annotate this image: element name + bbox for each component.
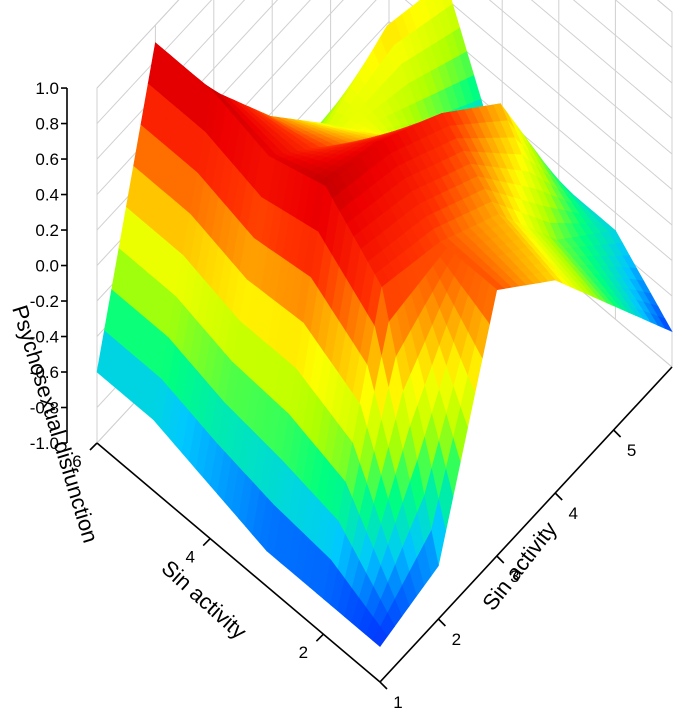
z-tick-label: -0.4 [30, 328, 59, 347]
z-axis-ticks: -1.0 -0.8 -0.6 -0.4 -0.2 0.0 0.2 0.4 0.6 0.8 1.0 [30, 79, 67, 453]
z-tick-label: 0.8 [35, 115, 59, 134]
z-tick-label: -0.6 [30, 363, 59, 382]
z-tick-label: -1.0 [30, 434, 59, 453]
z-tick-label: -0.8 [30, 399, 59, 418]
z-tick-label: 0.2 [35, 221, 59, 240]
y-tick-label: 2 [452, 630, 461, 649]
y-tick-label: 4 [568, 504, 577, 523]
x-axis-title: Sin activity [157, 555, 252, 644]
y-tick [379, 681, 388, 690]
z-tick-label: 0.6 [35, 150, 59, 169]
x-tick [202, 538, 211, 547]
z-tick-label: 0.0 [35, 257, 59, 276]
x-axis-ticks: 2 4 6 [72, 442, 324, 662]
x-tick-label: 6 [72, 452, 81, 471]
y-tick-label: 5 [627, 441, 636, 460]
z-tick-label: 0.4 [35, 186, 59, 205]
y-tick [613, 429, 622, 438]
y-axis-line [379, 366, 673, 683]
x-tick-label: 4 [185, 548, 194, 567]
y-tick [437, 618, 446, 627]
x-tick-label: 2 [299, 643, 308, 662]
surface-plot [96, 0, 673, 647]
y-axis-ticks: 1 2 3 4 5 [379, 429, 636, 712]
grid-line-z [96, 0, 673, 124]
y-tick-label: 3 [510, 567, 519, 586]
grid-line-z [96, 0, 673, 160]
y-tick [554, 492, 563, 501]
z-tick-label: -0.2 [30, 292, 59, 311]
y-tick-label: 1 [393, 693, 402, 712]
x-tick [315, 633, 324, 642]
z-tick-label: 1.0 [35, 79, 59, 98]
x-tick [89, 442, 98, 451]
surface-cell [372, 626, 388, 647]
y-tick [496, 555, 505, 564]
x-axis-line [96, 442, 381, 683]
